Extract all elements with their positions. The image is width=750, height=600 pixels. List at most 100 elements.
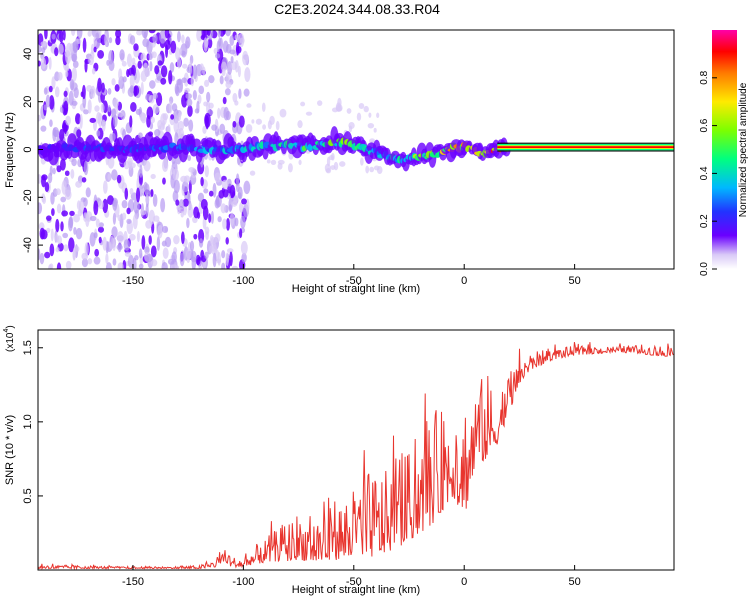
noise-speck (212, 183, 217, 198)
noise-speck (176, 205, 181, 211)
noise-speck (234, 59, 239, 73)
noise-speck (93, 232, 98, 239)
noise-speck (108, 235, 115, 250)
noise-speck (140, 209, 147, 216)
noise-speck (69, 78, 75, 91)
noise-speck (243, 88, 250, 97)
noise-speck (251, 119, 255, 124)
noise-speck (373, 165, 380, 171)
noise-speck (208, 190, 214, 197)
noise-speck (187, 105, 193, 117)
noise-speck (238, 88, 242, 99)
noise-speck (149, 61, 153, 72)
noise-speck (55, 188, 61, 196)
spectrogram-y-ticks: -40 -20 0 20 40 (22, 48, 43, 253)
noise-speck (233, 194, 239, 203)
noise-speck (270, 159, 277, 166)
noise-speck (356, 112, 362, 121)
noise-speck (240, 240, 248, 255)
noise-speck (135, 108, 142, 116)
noise-speck (61, 180, 67, 195)
noise-speck (239, 37, 245, 44)
noise-speck (186, 217, 190, 229)
noise-speck (102, 198, 109, 214)
noise-speck (267, 120, 272, 130)
noise-speck (214, 172, 222, 183)
noise-speck (195, 254, 201, 266)
noise-speck (40, 229, 48, 240)
noise-speck (64, 189, 72, 200)
noise-speck (141, 30, 149, 39)
noise-speck (205, 115, 209, 130)
noise-speck (164, 30, 170, 39)
snr-panel: -150 -100 -50 0 50 0.5 1.0 1.5 Height of strai… (3, 325, 675, 596)
noise-speck (363, 105, 369, 113)
noise-speck (97, 226, 105, 233)
noise-speck (136, 30, 143, 36)
noise-speck (41, 174, 48, 181)
noise-speck (81, 177, 87, 183)
noise-speck (55, 247, 60, 253)
noise-speck (112, 258, 117, 266)
noise-speck (162, 113, 169, 121)
noise-speck (75, 227, 83, 240)
noise-speck (89, 215, 97, 222)
noise-speck (48, 264, 53, 269)
noise-speck (51, 208, 55, 217)
noise-speck (185, 93, 192, 100)
noise-speck (71, 67, 77, 82)
noise-speck (112, 98, 119, 108)
noise-speck (200, 198, 208, 210)
noise-speck (91, 67, 96, 75)
noise-speck (75, 180, 82, 188)
noise-speck (249, 170, 256, 176)
noise-speck (63, 244, 69, 252)
noise-speck (107, 155, 115, 169)
noise-speck (64, 170, 70, 177)
snr-scale-exponent: 4 (3, 329, 10, 333)
noise-speck (73, 227, 77, 235)
noise-speck (255, 118, 262, 125)
x-tick-label: -150 (122, 576, 144, 588)
noise-speck (169, 62, 175, 73)
snr-scale-suffix: ) (5, 325, 16, 328)
noise-speck (59, 158, 66, 171)
noise-speck (234, 217, 239, 227)
noise-speck (148, 235, 152, 245)
noise-speck (76, 129, 82, 138)
x-tick-label: 50 (569, 275, 581, 287)
noise-speck (106, 195, 114, 206)
noise-speck (192, 89, 197, 101)
noise-speck (73, 87, 79, 99)
noise-speck (188, 166, 195, 173)
noise-speck (204, 165, 209, 178)
x-tick-label: -50 (346, 275, 362, 287)
noise-speck (373, 127, 377, 133)
snr-x-label: Height of straight line (km) (292, 584, 420, 596)
noise-speck (213, 47, 218, 54)
colorbar-tick-label: 0.8 (699, 70, 710, 84)
noise-speck (150, 173, 156, 180)
noise-speck (49, 243, 55, 257)
noise-speck (207, 38, 213, 49)
noise-speck (150, 245, 157, 258)
noise-speck (54, 234, 59, 243)
noise-speck (221, 179, 229, 190)
noise-speck (133, 85, 140, 96)
x-tick-label: -100 (232, 275, 254, 287)
noise-speck (225, 74, 230, 84)
noise-speck (44, 30, 48, 40)
noise-speck (48, 85, 53, 93)
noise-speck (151, 51, 157, 59)
noise-speck (118, 68, 123, 81)
noise-speck (133, 199, 140, 214)
noise-speck (143, 160, 151, 172)
noise-speck (56, 262, 62, 269)
noise-speck (60, 221, 64, 232)
noise-speck (93, 256, 101, 265)
colorbar-tick-label: 0.6 (699, 118, 710, 132)
noise-speck (203, 101, 209, 107)
noise-speck (154, 129, 161, 137)
noise-speck (83, 160, 89, 176)
noise-speck (221, 262, 226, 269)
